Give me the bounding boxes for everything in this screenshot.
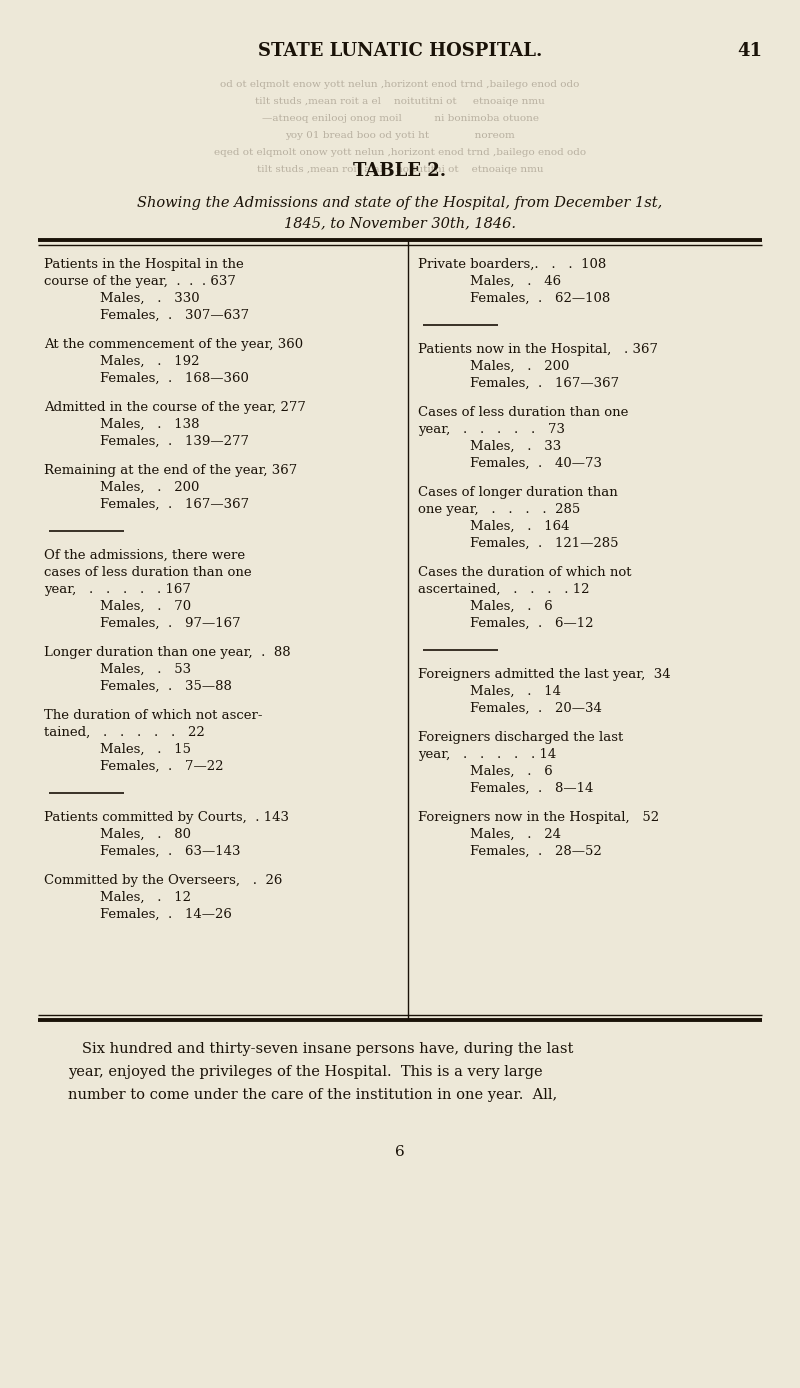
Text: Males,   .   200: Males, . 200 — [470, 359, 570, 373]
Text: Females,  .   7—22: Females, . 7—22 — [100, 761, 223, 773]
Text: Males,   .   33: Males, . 33 — [470, 440, 562, 452]
Text: od ot elqmolt enow yott nelun ,horizont enod trnd ,bailego enod odo: od ot elqmolt enow yott nelun ,horizont … — [220, 81, 580, 89]
Text: Males,   .   164: Males, . 164 — [470, 520, 570, 533]
Text: Males,   .   200: Males, . 200 — [100, 482, 199, 494]
Text: Private boarders,.   .   .  108: Private boarders,. . . 108 — [418, 258, 606, 271]
Text: —atneoq enilooj onog moil          ni bonimoba otuone: —atneoq enilooj onog moil ni bonimoba ot… — [262, 114, 538, 124]
Text: Females,  .   167—367: Females, . 167—367 — [470, 378, 619, 390]
Text: Females,  .   167—367: Females, . 167—367 — [100, 498, 249, 511]
Text: course of the year,  .  .  . 637: course of the year, . . . 637 — [44, 275, 236, 287]
Text: Males,   .   80: Males, . 80 — [100, 829, 191, 841]
Text: Males,   .   46: Males, . 46 — [470, 275, 561, 287]
Text: year,   .   .   .   .   . 14: year, . . . . . 14 — [418, 748, 556, 761]
Text: tained,   .   .   .   .   .   22: tained, . . . . . 22 — [44, 726, 205, 738]
Text: Females,  .   121—285: Females, . 121—285 — [470, 537, 618, 550]
Text: year,   .   .   .   .   .   73: year, . . . . . 73 — [418, 423, 565, 436]
Text: Foreigners now in the Hospital,   52: Foreigners now in the Hospital, 52 — [418, 811, 659, 824]
Text: Females,  .   40—73: Females, . 40—73 — [470, 457, 602, 471]
Text: 41: 41 — [737, 42, 762, 60]
Text: Females,  .   168—360: Females, . 168—360 — [100, 372, 249, 384]
Text: Of the admissions, there were: Of the admissions, there were — [44, 550, 245, 562]
Text: yoy 01 bread boo od yoti ht              noreom: yoy 01 bread boo od yoti ht noreom — [285, 130, 515, 140]
Text: Males,   .   70: Males, . 70 — [100, 600, 191, 613]
Text: 6: 6 — [395, 1145, 405, 1159]
Text: Foreigners admitted the last year,  34: Foreigners admitted the last year, 34 — [418, 668, 670, 682]
Text: Females,  .   28—52: Females, . 28—52 — [470, 845, 602, 858]
Text: Males,   .   330: Males, . 330 — [100, 291, 200, 305]
Text: tilt studs ,mean roit a el    noitutitni ot     etnoaiqe nmu: tilt studs ,mean roit a el noitutitni ot… — [255, 97, 545, 105]
Text: year,   .   .   .   .   . 167: year, . . . . . 167 — [44, 583, 191, 595]
Text: Males,   .   6: Males, . 6 — [470, 600, 553, 613]
Text: Females,  .   20—34: Females, . 20—34 — [470, 702, 602, 715]
Text: Females,  .   62—108: Females, . 62—108 — [470, 291, 610, 305]
Text: Females,  .   14—26: Females, . 14—26 — [100, 908, 232, 922]
Text: Males,   .   53: Males, . 53 — [100, 663, 191, 676]
Text: Cases the duration of which not: Cases the duration of which not — [418, 566, 631, 579]
Text: Foreigners discharged the last: Foreigners discharged the last — [418, 731, 623, 744]
Text: number to come under the care of the institution in one year.  All,: number to come under the care of the ins… — [68, 1088, 558, 1102]
Text: Females,  .   8—14: Females, . 8—14 — [470, 781, 594, 795]
Text: Six hundred and thirty-seven insane persons have, during the last: Six hundred and thirty-seven insane pers… — [68, 1042, 574, 1056]
Text: Patients now in the Hospital,   . 367: Patients now in the Hospital, . 367 — [418, 343, 658, 355]
Text: Females,  .   139—277: Females, . 139—277 — [100, 434, 249, 448]
Text: TABLE 2.: TABLE 2. — [354, 162, 446, 180]
Text: At the commencement of the year, 360: At the commencement of the year, 360 — [44, 339, 303, 351]
Text: eqed ot elqmolt onow yott nelun ,horizont enod trnd ,bailego enod odo: eqed ot elqmolt onow yott nelun ,horizon… — [214, 149, 586, 157]
Text: Cases of longer duration than: Cases of longer duration than — [418, 486, 618, 500]
Text: Females,  .   63—143: Females, . 63—143 — [100, 845, 241, 858]
Text: Males,   .   14: Males, . 14 — [470, 686, 561, 698]
Text: Longer duration than one year,  .  88: Longer duration than one year, . 88 — [44, 645, 290, 659]
Text: Males,   .   138: Males, . 138 — [100, 418, 199, 432]
Text: Admitted in the course of the year, 277: Admitted in the course of the year, 277 — [44, 401, 306, 414]
Text: Males,   .   192: Males, . 192 — [100, 355, 199, 368]
Text: one year,   .   .   .   .  285: one year, . . . . 285 — [418, 502, 580, 516]
Text: cases of less duration than one: cases of less duration than one — [44, 566, 252, 579]
Text: The duration of which not ascer-: The duration of which not ascer- — [44, 709, 262, 722]
Text: Showing the Admissions and state of the Hospital, from December 1st,: Showing the Admissions and state of the … — [138, 196, 662, 210]
Text: ascertained,   .   .   .   . 12: ascertained, . . . . 12 — [418, 583, 590, 595]
Text: Females,  .   307—637: Females, . 307—637 — [100, 310, 249, 322]
Text: Males,   .   6: Males, . 6 — [470, 765, 553, 779]
Text: Remaining at the end of the year, 367: Remaining at the end of the year, 367 — [44, 464, 298, 477]
Text: Females,  .   97—167: Females, . 97—167 — [100, 618, 241, 630]
Text: Females,  .   35—88: Females, . 35—88 — [100, 680, 232, 693]
Text: Males,   .   12: Males, . 12 — [100, 891, 191, 904]
Text: Patients committed by Courts,  . 143: Patients committed by Courts, . 143 — [44, 811, 289, 824]
Text: STATE LUNATIC HOSPITAL.: STATE LUNATIC HOSPITAL. — [258, 42, 542, 60]
Text: Patients in the Hospital in the: Patients in the Hospital in the — [44, 258, 244, 271]
Text: year, enjoyed the privileges of the Hospital.  This is a very large: year, enjoyed the privileges of the Hosp… — [68, 1065, 542, 1078]
Text: Females,  .   6—12: Females, . 6—12 — [470, 618, 594, 630]
Text: Committed by the Overseers,   .  26: Committed by the Overseers, . 26 — [44, 874, 282, 887]
Text: Males,   .   15: Males, . 15 — [100, 743, 191, 756]
Text: tilt studs ,mean roit a al    noitutitni ot    etnoaiqe nmu: tilt studs ,mean roit a al noitutitni ot… — [257, 165, 543, 174]
Text: 1845, to November 30th, 1846.: 1845, to November 30th, 1846. — [284, 217, 516, 230]
Text: Males,   .   24: Males, . 24 — [470, 829, 561, 841]
Text: Cases of less duration than one: Cases of less duration than one — [418, 407, 628, 419]
